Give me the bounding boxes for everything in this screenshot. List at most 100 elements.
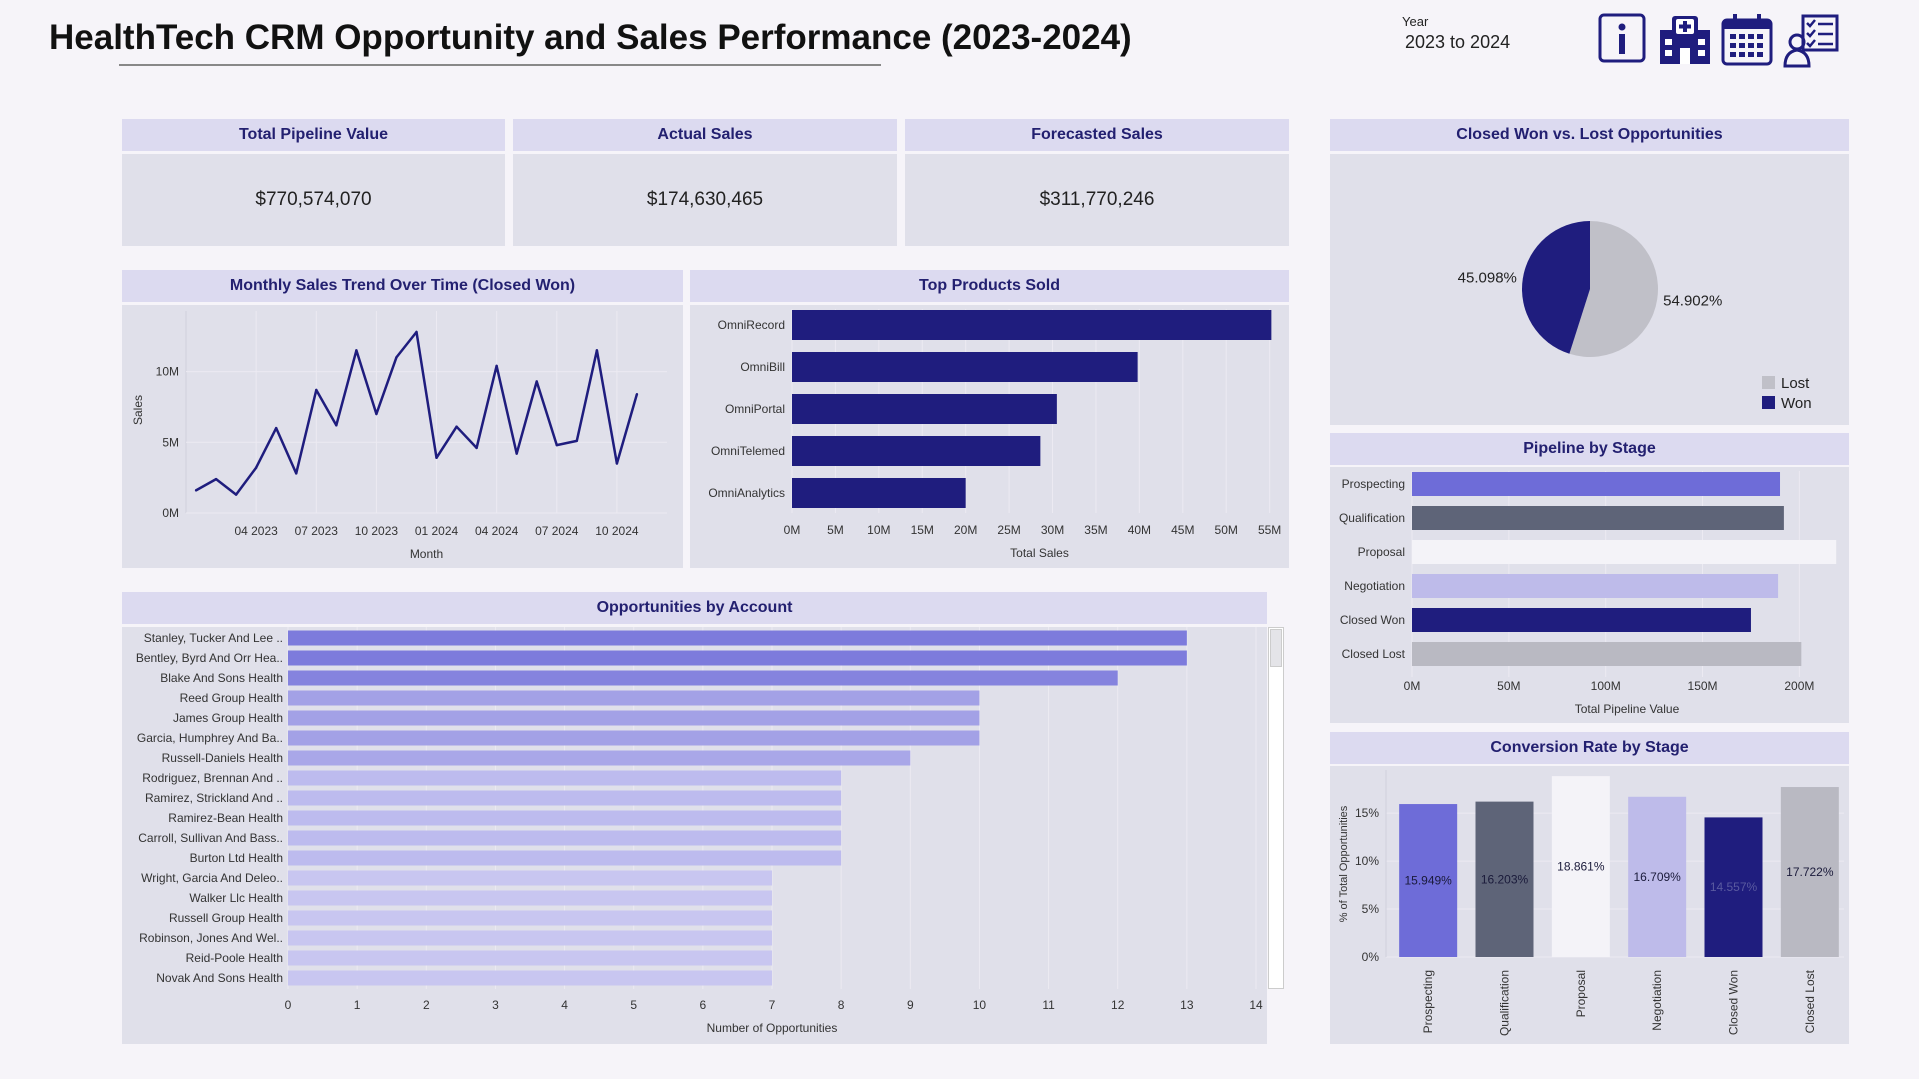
data-point [415,330,418,334]
data-point [455,425,458,428]
sales-line [195,330,639,496]
kpi-actual-label: Actual Sales [513,119,897,151]
account-label: Ramirez-Bean Health [168,811,283,825]
data-point [295,472,298,475]
calendar-icon[interactable] [1720,12,1774,68]
y-tick-label: 0% [1362,950,1380,964]
y-axis-title: % of Total Opportunities [1338,805,1350,922]
conversion-bar [1628,796,1687,957]
account-bar [288,690,980,706]
conversion-chart-title: Conversion Rate by Stage [1330,732,1849,764]
account-bar [288,710,980,726]
account-label: Novak And Sons Health [156,971,283,985]
y-tick-label: 5M [162,435,179,449]
stage-label: Prospecting [1342,477,1405,491]
data-point [595,349,599,352]
x-axis-title: Total Sales [1010,546,1069,560]
account-label: James Group Health [173,711,283,725]
account-label: Bentley, Byrd And Orr Hea.. [136,651,283,665]
product-bar [792,394,1057,424]
product-label: OmniTelemed [711,444,785,458]
x-tick-label: 200M [1784,679,1814,693]
kpi-forecast-value: $311,770,246 [1039,189,1155,210]
pie-slice-label: 45.098% [1458,270,1517,287]
conversion-value-label: 18.861% [1557,860,1605,874]
data-point [234,493,238,496]
won-lost-chart-title: Closed Won vs. Lost Opportunities [1330,119,1849,151]
account-bar [288,730,980,746]
stage-bar [1412,642,1802,666]
stage-bar [1412,574,1779,598]
kpi-pipeline-label: Total Pipeline Value [122,119,505,151]
account-bar [288,910,772,926]
account-label: Blake And Sons Health [160,671,283,685]
stage-bar [1412,608,1751,632]
year-filter-value[interactable]: 2023 to 2024 [1405,32,1511,52]
presenter-checklist-icon[interactable] [1783,12,1839,68]
x-tick-label: 50M [1497,679,1520,693]
accounts-chart-title: Opportunities by Account [122,592,1267,624]
x-tick-label: 7 [769,998,776,1012]
stage-label: Closed Won [1340,613,1405,627]
hospital-icon[interactable] [1658,12,1712,68]
account-label: Russell Group Health [169,911,283,925]
conversion-value-label: 14.557% [1710,880,1758,894]
x-tick-label: 3 [492,998,499,1012]
x-tick-label: Prospecting [1421,970,1435,1033]
year-filter[interactable]: Year 2023 to 2024 [1402,14,1522,58]
account-label: Reid-Poole Health [186,951,283,965]
x-tick-label: 07 2023 [295,524,339,538]
monthly-chart-title: Monthly Sales Trend Over Time (Closed Wo… [122,270,683,302]
conversion-bar [1551,776,1610,957]
info-icon[interactable] [1597,12,1651,68]
account-label: Rodriguez, Brennan And .. [142,771,283,785]
x-tick-label: 100M [1591,679,1621,693]
x-tick-label: Qualification [1498,970,1512,1036]
x-tick-label: 0 [285,998,292,1012]
account-bar [288,870,772,886]
account-label: Burton Ltd Health [190,851,283,865]
x-tick-label: 14 [1249,998,1263,1012]
stage-label: Closed Lost [1342,647,1406,661]
conversion-bar [1780,787,1839,957]
data-point [495,364,498,368]
account-bar [288,750,911,766]
stage-bar [1412,540,1837,564]
kpi-forecast-card: $311,770,246 [905,154,1289,246]
product-bar [792,436,1041,466]
account-bar [288,930,772,946]
account-label: Stanley, Tucker And Lee .. [144,631,283,645]
account-label: Russell-Daniels Health [162,751,283,765]
account-bar [288,850,842,866]
monthly-sales-line-chart: 0M 5M 10M 04 2023 07 2023 10 2023 01 2024 04 20… [131,311,667,561]
product-bar [792,310,1272,340]
won-lost-pie-chart: 54.902% 45.098% Lost Won [1458,221,1812,412]
y-tick-label: 10% [1355,854,1379,868]
accounts-scrollbar[interactable] [1268,627,1284,989]
account-bar [288,630,1187,646]
product-label: OmniAnalytics [708,486,785,500]
pipeline-stage-bar-chart: 0M 50M 100M 150M 200M Prospecting Qualificatio… [1339,471,1837,716]
x-tick-label: 20M [954,523,977,537]
x-tick-label: Closed Won [1727,970,1741,1035]
account-label: Carroll, Sullivan And Bass.. [138,831,283,845]
pie-slice-lost [1569,221,1658,357]
x-tick-label: 5M [827,523,844,537]
stage-label: Negotiation [1344,579,1405,593]
data-point [335,424,338,427]
x-tick-label: 11 [1042,998,1055,1012]
x-tick-label: 30M [1041,523,1064,537]
x-tick-label: 5 [630,998,637,1012]
data-point [555,443,558,447]
data-point [615,462,619,465]
x-tick-label: 25M [997,523,1020,537]
x-axis-title: Month [410,547,443,561]
accounts-scrollbar-thumb[interactable] [1270,629,1282,667]
x-tick-label: 04 2024 [475,524,519,538]
year-filter-label: Year [1402,14,1429,29]
conversion-bar [1475,801,1534,957]
data-point [475,446,478,450]
account-bar [288,830,842,846]
x-tick-label: 35M [1084,523,1107,537]
